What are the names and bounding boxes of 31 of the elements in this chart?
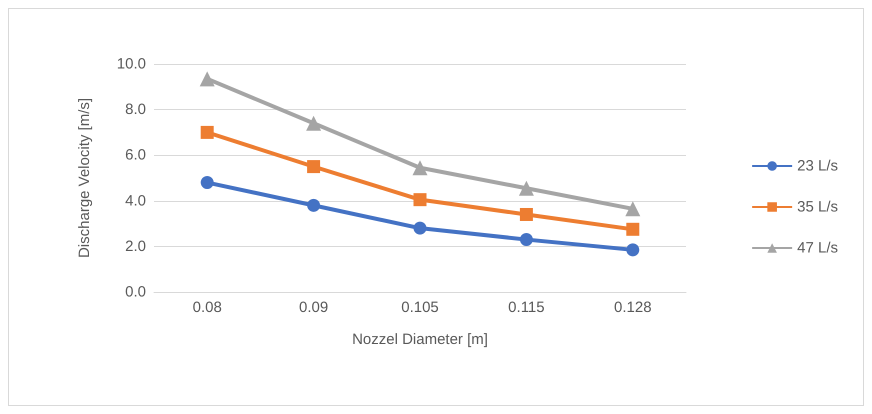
point [307,160,320,174]
x-tick-label: 0.128 [614,299,652,316]
point [200,126,214,139]
point [520,208,533,221]
x-tick-label: 0.09 [299,299,328,316]
y-tick-label: 2.0 [125,238,146,255]
y-tick-label: 0.0 [125,284,146,300]
x-tick-label: 0.08 [192,299,222,316]
point [306,116,322,131]
x-axis-title: Nozzel Diameter [m] [352,331,488,348]
x-tick-label: 0.105 [401,299,439,316]
x-tick-label: 0.115 [508,299,545,316]
point [414,222,426,235]
point [518,180,534,196]
legend-label: 23 L/s [797,158,838,174]
legend-label: 35 L/s [797,198,838,216]
y-tick-label: 4.0 [125,192,146,210]
point [200,176,214,190]
legend-label: 47 L/s [797,240,838,256]
point [520,233,533,246]
point [626,222,640,236]
y-tick-label: 6.0 [125,146,146,164]
y-tick-label: 10.0 [116,56,146,72]
point [200,71,215,86]
y-tick-label: 8.0 [125,101,146,118]
y-axis-title: Discharge Velocity [m/s] [76,98,93,258]
point [414,193,426,206]
point [626,243,640,256]
point [625,201,640,216]
point [412,160,428,176]
point [307,198,320,212]
